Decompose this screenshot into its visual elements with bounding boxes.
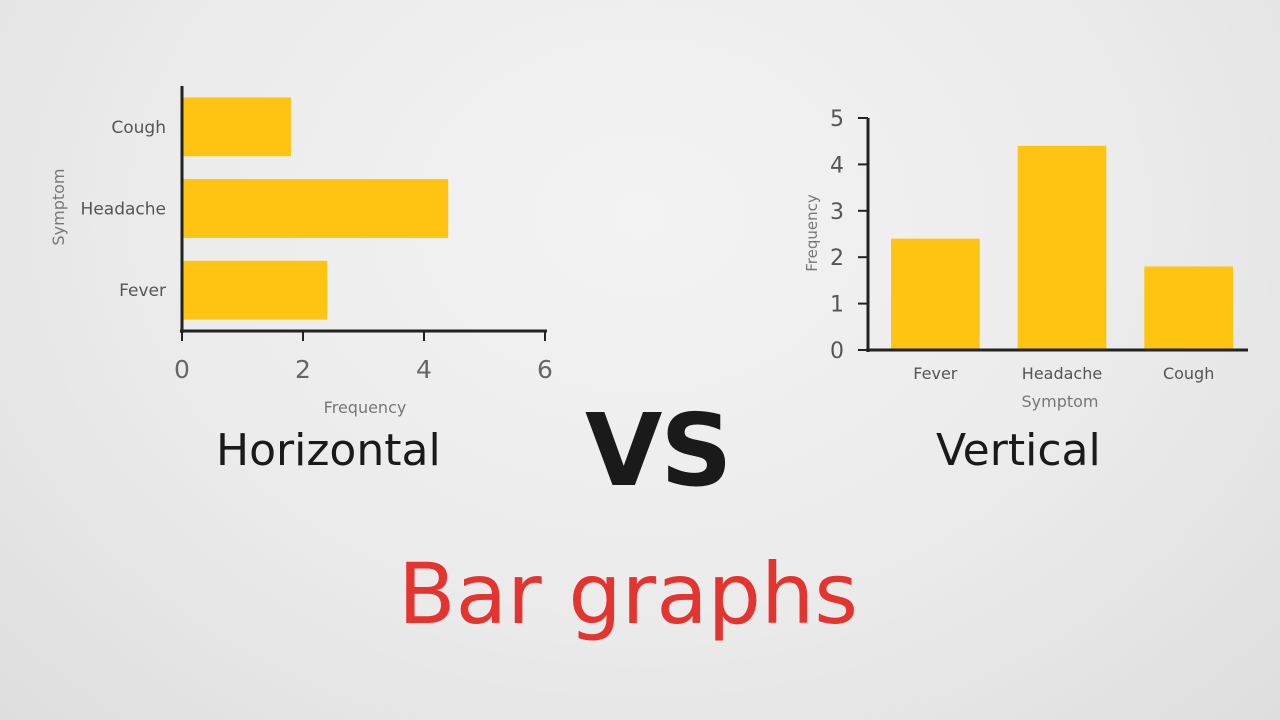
horizontal-bar-chart: Fever Headache Cough 0 2 4 6 Frequency Symptom — [49, 86, 553, 417]
category-label-headache: Headache — [81, 200, 166, 220]
x-tick-label: 0 — [174, 355, 190, 384]
category-label-fever: Fever — [119, 281, 166, 301]
bar-fever — [891, 238, 980, 350]
x-axis-title: Frequency — [324, 398, 407, 417]
bar-cough — [182, 97, 291, 157]
y-axis-title: Symptom — [49, 168, 68, 245]
bar-fever — [182, 260, 328, 320]
category-label-headache: Headache — [1022, 364, 1102, 383]
bar-cough — [1144, 266, 1233, 350]
vertical-bar-chart: Fever Headache Cough 0 1 2 3 4 5 Symptom Frequency — [803, 107, 1248, 411]
vertical-caption: Vertical — [936, 425, 1101, 476]
y-tick-label: 0 — [830, 339, 844, 364]
y-axis-title: Frequency — [803, 194, 821, 272]
y-tick-label: 1 — [830, 293, 844, 318]
category-label-cough: Cough — [111, 118, 166, 138]
y-tick-label: 5 — [830, 107, 844, 132]
vs-caption: VS — [585, 392, 732, 509]
bar-headache — [1017, 145, 1107, 350]
x-tick-label: 2 — [295, 355, 311, 384]
y-tick-label: 3 — [830, 200, 844, 225]
x-tick-label: 6 — [537, 355, 553, 384]
y-tick-label: 2 — [830, 246, 844, 271]
category-label-cough: Cough — [1163, 364, 1214, 383]
x-axis-title: Symptom — [1021, 392, 1098, 411]
x-tick-label: 4 — [416, 355, 432, 384]
horizontal-caption: Horizontal — [216, 425, 441, 476]
bar-headache — [182, 179, 449, 238]
page-title: Bar graphs — [398, 545, 858, 643]
y-tick-label: 4 — [830, 153, 844, 178]
category-label-fever: Fever — [913, 364, 957, 383]
